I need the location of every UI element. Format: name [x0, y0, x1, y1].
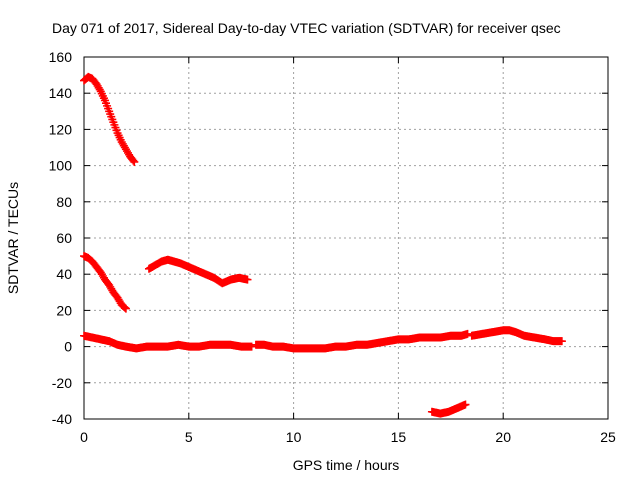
data-marker: [95, 85, 104, 94]
data-series: [80, 72, 566, 418]
data-marker: [129, 156, 138, 165]
y-tick-label: 80: [56, 194, 72, 210]
data-point: [243, 275, 252, 284]
y-tick-label: 0: [64, 339, 72, 355]
y-axis-label: SDTVAR / TECUs: [5, 182, 21, 294]
series-arc-6: [467, 326, 566, 346]
x-tick-label: 0: [80, 429, 88, 445]
x-tick-label: 5: [185, 429, 193, 445]
grid: [84, 57, 608, 419]
axis-ticks: 0 5 10 15 20 25 -40 -20 0 20 40 60 80 100 120 140 160: [49, 49, 616, 445]
data-point: [130, 157, 139, 166]
x-axis-label: GPS time / hours: [293, 457, 400, 473]
series-arc-5: [251, 329, 472, 353]
series-arc-1: [80, 72, 139, 166]
y-tick-label: 140: [49, 85, 73, 101]
series-arc-2: [80, 252, 130, 313]
y-tick-label: -20: [52, 375, 72, 391]
x-tick-label: 25: [600, 429, 616, 445]
series-arc-4: [80, 331, 256, 353]
y-tick-label: 60: [56, 230, 72, 246]
data-point: [121, 304, 130, 313]
y-tick-label: -40: [52, 411, 72, 427]
y-tick-label: 40: [56, 266, 72, 282]
data-point: [461, 400, 470, 409]
data-point: [557, 337, 566, 346]
x-tick-label: 15: [391, 429, 407, 445]
y-tick-label: 100: [49, 158, 73, 174]
chart-title: Day 071 of 2017, Sidereal Day-to-day VTE…: [52, 20, 561, 36]
series-arc-7: [427, 400, 470, 418]
data-marker: [120, 303, 129, 312]
data-point: [463, 329, 472, 338]
y-tick-label: 160: [49, 49, 73, 65]
x-tick-label: 10: [286, 429, 302, 445]
data-point: [247, 342, 256, 351]
y-tick-label: 120: [49, 121, 73, 137]
series-arc-3: [144, 255, 252, 288]
y-tick-label: 20: [56, 302, 72, 318]
x-tick-label: 20: [495, 429, 511, 445]
